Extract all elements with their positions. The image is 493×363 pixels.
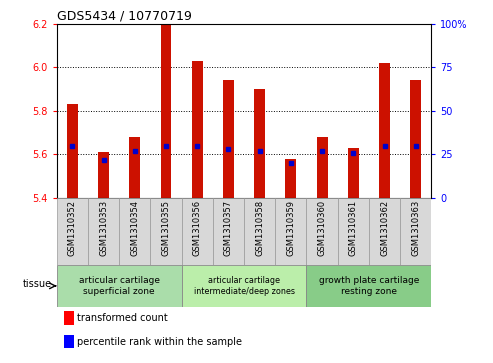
Bar	[213, 198, 244, 265]
Bar	[57, 198, 88, 265]
Bar	[192, 61, 203, 198]
Text: GSM1310362: GSM1310362	[380, 200, 389, 256]
Text: GSM1310352: GSM1310352	[68, 200, 77, 256]
Text: GSM1310360: GSM1310360	[317, 200, 326, 256]
Bar	[67, 104, 78, 198]
Text: GSM1310359: GSM1310359	[286, 200, 295, 256]
Bar	[129, 137, 140, 198]
Bar	[64, 311, 73, 325]
Bar	[400, 198, 431, 265]
Bar	[254, 89, 265, 198]
Text: GSM1310356: GSM1310356	[193, 200, 202, 256]
Bar	[307, 265, 431, 307]
Bar	[338, 198, 369, 265]
Text: GSM1310357: GSM1310357	[224, 200, 233, 256]
Bar	[317, 137, 327, 198]
Text: percentile rank within the sample: percentile rank within the sample	[77, 337, 242, 347]
Bar	[64, 335, 73, 348]
Bar	[57, 265, 181, 307]
Bar	[150, 198, 181, 265]
Bar	[88, 198, 119, 265]
Bar	[369, 198, 400, 265]
Bar	[181, 265, 307, 307]
Bar	[285, 159, 296, 198]
Bar	[307, 198, 338, 265]
Text: GSM1310358: GSM1310358	[255, 200, 264, 256]
Bar	[275, 198, 307, 265]
Bar	[244, 198, 275, 265]
Text: GSM1310361: GSM1310361	[349, 200, 358, 256]
Bar	[161, 24, 172, 198]
Text: GSM1310353: GSM1310353	[99, 200, 108, 256]
Bar	[119, 198, 150, 265]
Text: tissue: tissue	[23, 279, 52, 289]
Bar	[348, 148, 359, 198]
Bar	[223, 80, 234, 198]
Text: transformed count: transformed count	[77, 313, 168, 323]
Bar	[98, 152, 109, 198]
Text: GSM1310355: GSM1310355	[162, 200, 171, 256]
Text: growth plate cartilage
resting zone: growth plate cartilage resting zone	[319, 276, 419, 295]
Text: GSM1310363: GSM1310363	[411, 200, 420, 256]
Text: GDS5434 / 10770719: GDS5434 / 10770719	[57, 9, 192, 23]
Text: articular cartilage
superficial zone: articular cartilage superficial zone	[79, 276, 160, 295]
Bar	[181, 198, 213, 265]
Text: GSM1310354: GSM1310354	[130, 200, 139, 256]
Bar	[379, 63, 390, 198]
Text: articular cartilage
intermediate/deep zones: articular cartilage intermediate/deep zo…	[194, 276, 294, 295]
Bar	[410, 80, 421, 198]
